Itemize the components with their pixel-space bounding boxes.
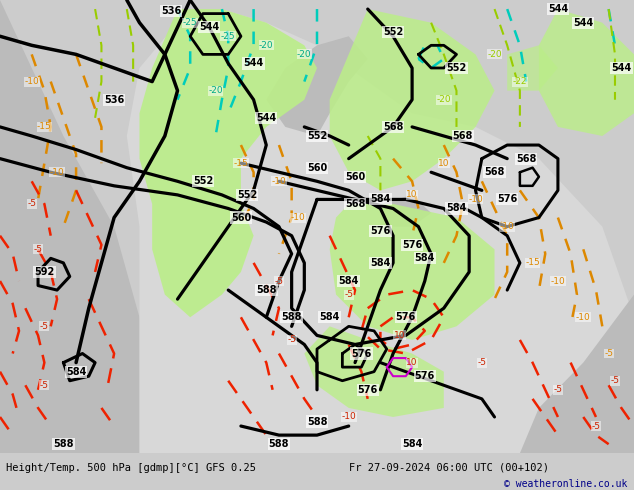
Polygon shape [330, 204, 495, 340]
Text: 584: 584 [320, 312, 340, 322]
Text: 588: 588 [53, 439, 74, 449]
Text: -10: -10 [576, 313, 591, 322]
Text: -20: -20 [487, 50, 502, 59]
Polygon shape [539, 9, 634, 136]
Text: 10: 10 [406, 191, 418, 199]
Text: 568: 568 [383, 122, 403, 132]
Text: -5: -5 [34, 245, 42, 254]
Text: -5: -5 [611, 376, 619, 385]
Text: 576: 576 [415, 371, 435, 381]
Text: 552: 552 [193, 176, 213, 186]
Text: 552: 552 [237, 190, 257, 200]
Text: -10: -10 [24, 77, 39, 86]
Text: Height/Temp. 500 hPa [gdmp][°C] GFS 0.25: Height/Temp. 500 hPa [gdmp][°C] GFS 0.25 [6, 463, 256, 473]
Text: -10: -10 [500, 222, 515, 231]
Text: -10: -10 [49, 168, 65, 177]
Text: 10: 10 [406, 358, 418, 367]
Text: Fr 27-09-2024 06:00 UTC (00+102): Fr 27-09-2024 06:00 UTC (00+102) [349, 463, 548, 473]
Text: 552: 552 [446, 63, 467, 73]
Text: 588: 588 [281, 312, 302, 322]
Text: 552: 552 [383, 27, 403, 37]
Text: 544: 544 [573, 18, 593, 27]
Text: 588: 588 [307, 416, 327, 426]
Text: -10: -10 [550, 276, 566, 286]
Text: 568: 568 [484, 167, 505, 177]
Text: 536: 536 [161, 6, 181, 16]
Text: 544: 544 [256, 113, 276, 123]
Text: 576: 576 [351, 348, 372, 359]
Text: -5: -5 [604, 349, 613, 358]
Polygon shape [304, 326, 444, 417]
Text: -10: -10 [290, 213, 306, 222]
Text: © weatheronline.co.uk: © weatheronline.co.uk [504, 480, 628, 490]
Text: 536: 536 [104, 95, 124, 105]
Text: 568: 568 [453, 131, 473, 141]
Text: -20: -20 [259, 41, 274, 50]
Text: -10: -10 [341, 413, 356, 421]
Text: 544: 544 [243, 58, 264, 69]
Text: -5: -5 [287, 336, 296, 344]
Text: -20: -20 [297, 50, 312, 59]
Text: 584: 584 [339, 276, 359, 286]
Text: 552: 552 [307, 131, 327, 141]
Text: -15: -15 [233, 159, 249, 168]
Text: 568: 568 [516, 154, 536, 164]
Text: -20: -20 [208, 86, 223, 95]
Text: 568: 568 [345, 199, 365, 209]
Text: 584: 584 [66, 367, 86, 377]
Text: -22: -22 [513, 77, 527, 86]
Text: 584: 584 [370, 195, 391, 204]
Polygon shape [139, 9, 317, 318]
Text: -5: -5 [592, 421, 600, 431]
Text: 576: 576 [402, 240, 422, 250]
Polygon shape [330, 9, 495, 191]
Text: 584: 584 [446, 203, 467, 214]
Text: -10: -10 [271, 177, 287, 186]
Text: -25: -25 [183, 18, 198, 27]
Polygon shape [520, 294, 634, 453]
Text: 576: 576 [358, 385, 378, 395]
Text: 10: 10 [394, 331, 405, 340]
Text: -5: -5 [477, 358, 486, 367]
Text: -15: -15 [525, 258, 540, 268]
Text: -5: -5 [553, 385, 562, 394]
Text: -10: -10 [468, 195, 483, 204]
Text: 584: 584 [415, 253, 435, 263]
Text: -5: -5 [27, 199, 36, 208]
Text: 576: 576 [370, 226, 391, 236]
Text: -5: -5 [40, 381, 49, 390]
Text: 584: 584 [402, 439, 422, 449]
Text: 584: 584 [370, 258, 391, 268]
Text: 588: 588 [269, 439, 289, 449]
Text: -20: -20 [436, 95, 451, 104]
Text: -15: -15 [37, 122, 52, 131]
Text: -5: -5 [344, 290, 353, 299]
Text: 592: 592 [34, 267, 55, 277]
Text: -5: -5 [275, 276, 283, 286]
Text: 560: 560 [231, 213, 251, 222]
Text: 544: 544 [199, 22, 219, 32]
Text: 10: 10 [438, 159, 450, 168]
Polygon shape [127, 9, 634, 453]
Text: 588: 588 [256, 285, 276, 295]
Polygon shape [380, 195, 431, 226]
Text: 544: 544 [611, 63, 631, 73]
Text: 544: 544 [548, 4, 568, 14]
Text: 560: 560 [345, 172, 365, 182]
Text: 576: 576 [497, 195, 517, 204]
Text: -5: -5 [40, 322, 49, 331]
Text: 560: 560 [307, 163, 327, 172]
Text: -25: -25 [221, 32, 236, 41]
Polygon shape [266, 36, 368, 136]
Text: 576: 576 [396, 312, 416, 322]
Polygon shape [0, 0, 139, 453]
Polygon shape [507, 46, 558, 91]
